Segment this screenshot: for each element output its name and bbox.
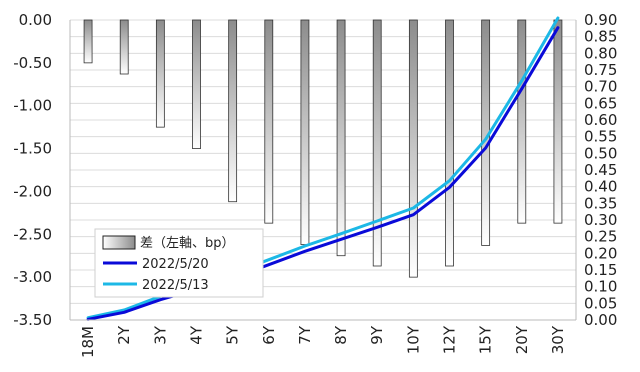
right-tick-label: 0.30 <box>584 211 617 229</box>
bar-4Y <box>192 19 201 149</box>
line-series-0 <box>86 26 560 321</box>
right-tick-label: 0.25 <box>584 228 617 246</box>
right-tick-label: 0.70 <box>584 78 617 96</box>
right-tick-label: 0.10 <box>584 278 617 296</box>
right-tick-label: 0.60 <box>584 111 617 129</box>
right-tick-label: 0.75 <box>584 61 617 79</box>
bar-12Y <box>445 19 454 267</box>
right-tick-label: 0.40 <box>584 178 617 196</box>
left-tick-label: -3.50 <box>13 311 52 329</box>
right-tick-label: 0.90 <box>584 11 617 29</box>
legend-label-bar: 差（左軸、bp） <box>140 236 235 251</box>
right-tick-label: 0.35 <box>584 194 617 212</box>
right-tick-label: 0.20 <box>584 244 617 262</box>
bar-30Y <box>553 19 563 224</box>
bar-5Y <box>228 19 238 203</box>
left-tick-label: 0.00 <box>19 11 52 29</box>
right-tick-label: 0.65 <box>584 94 617 112</box>
right-tick-label: 0.55 <box>584 128 617 146</box>
legend-bar-swatch <box>102 235 136 250</box>
x-axis-ticks: 18M 2Y 3Y 4Y 5Y 6Y 7Y 8Y 9Y 10Y 12Y 15Y 20Y 30Y <box>79 325 567 358</box>
bar-8Y <box>336 19 346 257</box>
left-tick-label: -1.00 <box>13 97 52 115</box>
left-tick-label: -2.00 <box>13 182 52 200</box>
legend-label-line-1: 2022/5/13 <box>142 278 209 293</box>
x-tick-label: 9Y <box>368 325 386 345</box>
left-axis-ticks: 0.00 -0.50 -1.00 -1.50 -2.00 -2.50 -3.00 -3.50 <box>13 11 52 329</box>
bar-9Y <box>372 19 382 267</box>
right-tick-label: 0.00 <box>584 311 617 329</box>
bar-6Y <box>264 19 274 224</box>
bar-3Y <box>155 19 165 128</box>
left-tick-label: -0.50 <box>13 54 52 72</box>
bar-20Y <box>517 19 527 224</box>
x-tick-label: 20Y <box>513 325 531 354</box>
bar-18M <box>83 19 93 64</box>
x-tick-label: 30Y <box>549 325 567 354</box>
axes <box>69 20 577 321</box>
right-axis-ticks: 0.900.850.800.750.700.650.600.550.500.45… <box>584 11 617 329</box>
right-tick-label: 0.45 <box>584 161 617 179</box>
x-tick-label: 7Y <box>296 325 314 345</box>
bar-2Y <box>119 19 129 75</box>
right-tick-label: 0.05 <box>584 294 617 312</box>
left-tick-label: -3.00 <box>13 268 52 286</box>
right-tick-label: 0.85 <box>584 28 617 46</box>
left-tick-label: -1.50 <box>13 140 52 158</box>
x-tick-label: 5Y <box>224 325 242 345</box>
left-tick-label: -2.50 <box>13 225 52 243</box>
right-tick-label: 0.15 <box>584 261 617 279</box>
legend-label-line-0: 2022/5/20 <box>142 257 209 272</box>
x-tick-label: 10Y <box>404 325 422 354</box>
x-tick-label: 8Y <box>332 325 350 345</box>
right-tick-label: 0.80 <box>584 44 617 62</box>
x-tick-label: 3Y <box>151 325 169 345</box>
legend: 差（左軸、bp） 2022/5/20 2022/5/13 <box>94 228 264 298</box>
bar-series <box>83 19 563 278</box>
x-tick-label: 2Y <box>115 325 133 345</box>
x-tick-label: 15Y <box>477 325 495 354</box>
x-tick-label: 18M <box>79 326 97 358</box>
right-tick-label: 0.50 <box>584 144 617 162</box>
x-tick-label: 12Y <box>441 325 459 354</box>
bar-10Y <box>408 19 418 278</box>
bar-7Y <box>300 19 310 245</box>
x-tick-label: 6Y <box>260 325 278 345</box>
x-tick-label: 4Y <box>188 325 206 345</box>
